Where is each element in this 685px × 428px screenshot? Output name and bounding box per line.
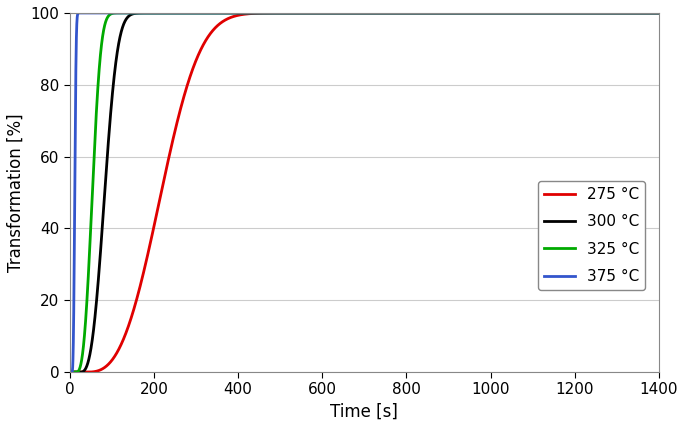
- 325 °C: [90, 152, 98, 157]
- 325 °C: [655, 10, 663, 15]
- 375 °C: [623, 10, 632, 15]
- 375 °C: [353, 10, 362, 15]
- 325 °C: [101, 21, 109, 27]
- 275 °C: [393, 10, 401, 15]
- Line: 275 °C: 275 °C: [70, 13, 659, 372]
- 375 °C: [655, 10, 663, 15]
- 325 °C: [182, 10, 190, 15]
- Line: 325 °C: 325 °C: [70, 13, 659, 372]
- 375 °C: [66, 369, 74, 374]
- Y-axis label: Transformation [%]: Transformation [%]: [7, 113, 25, 272]
- 300 °C: [66, 369, 74, 374]
- 275 °C: [181, 89, 189, 95]
- 300 °C: [353, 10, 362, 15]
- 375 °C: [79, 10, 87, 15]
- 325 °C: [68, 369, 77, 374]
- X-axis label: Time [s]: Time [s]: [330, 403, 398, 421]
- 325 °C: [623, 10, 632, 15]
- 300 °C: [68, 369, 77, 374]
- 300 °C: [177, 10, 186, 15]
- 375 °C: [182, 10, 190, 15]
- 325 °C: [140, 10, 148, 15]
- 300 °C: [90, 322, 98, 327]
- 275 °C: [353, 10, 362, 15]
- 300 °C: [655, 10, 663, 15]
- 300 °C: [101, 186, 109, 191]
- 375 °C: [68, 368, 77, 373]
- 375 °C: [90, 10, 99, 15]
- 325 °C: [66, 369, 74, 374]
- Line: 300 °C: 300 °C: [70, 13, 659, 372]
- 275 °C: [101, 365, 109, 370]
- Line: 375 °C: 375 °C: [70, 13, 659, 372]
- 275 °C: [90, 369, 98, 374]
- 375 °C: [101, 10, 109, 15]
- 275 °C: [623, 10, 632, 15]
- 300 °C: [182, 10, 190, 15]
- 275 °C: [66, 369, 74, 374]
- 300 °C: [623, 10, 632, 15]
- 275 °C: [68, 369, 77, 374]
- Legend: 275 °C, 300 °C, 325 °C, 375 °C: 275 °C, 300 °C, 325 °C, 375 °C: [538, 181, 645, 290]
- 275 °C: [655, 10, 663, 15]
- 325 °C: [353, 10, 362, 15]
